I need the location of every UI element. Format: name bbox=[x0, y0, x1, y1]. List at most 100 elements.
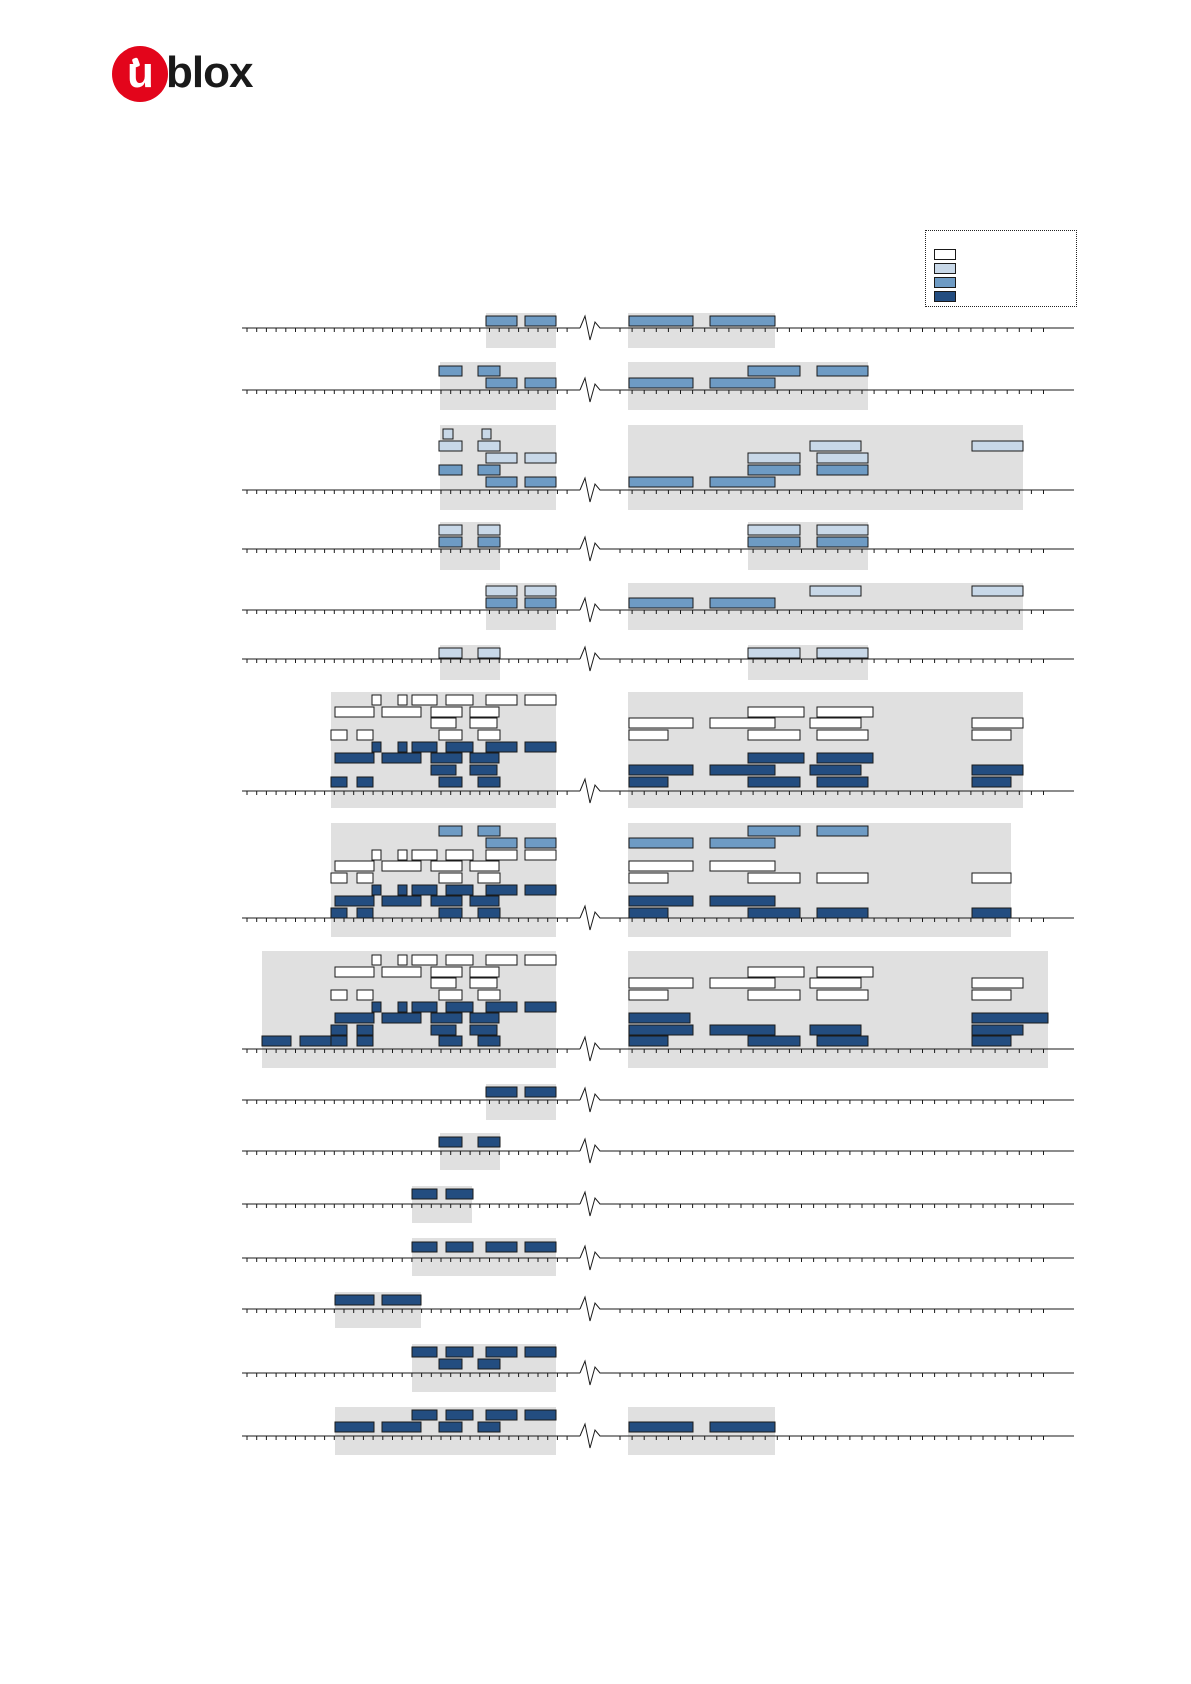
timeslot-block-6-48 bbox=[628, 776, 669, 788]
timeslot-block-7-35 bbox=[381, 895, 422, 907]
timeslot-block-7-15 bbox=[381, 860, 422, 872]
timeslot-block-8-39 bbox=[356, 1024, 374, 1036]
timeslot-block-8-37 bbox=[971, 1012, 1049, 1024]
timeslot-block-7-37 bbox=[469, 895, 500, 907]
timeslot-block-2-13 bbox=[971, 440, 1024, 452]
timeslot-block-7-34 bbox=[334, 895, 375, 907]
timeslot-block-8-51 bbox=[477, 1035, 501, 1047]
timeslot-block-6-10 bbox=[430, 717, 457, 729]
axis-break-icon bbox=[579, 1086, 607, 1113]
timeslot-block-7-7 bbox=[709, 837, 776, 849]
legend-swatch-medium bbox=[934, 277, 956, 288]
timeslot-block-8-47 bbox=[299, 1035, 332, 1047]
timeslot-block-7-45 bbox=[747, 907, 801, 919]
timeslot-block-7-43 bbox=[477, 907, 501, 919]
timeslot-block-12-1 bbox=[445, 1241, 474, 1253]
timeslot-block-3-7 bbox=[816, 536, 869, 548]
timeslot-block-7-8 bbox=[371, 849, 382, 861]
timeslot-block-15-1 bbox=[445, 1409, 474, 1421]
timeslot-block-0-2 bbox=[628, 315, 694, 327]
timeslot-block-8-53 bbox=[747, 1035, 801, 1047]
timeslot-block-8-15 bbox=[709, 977, 776, 989]
timeslot-block-8-44 bbox=[809, 1024, 862, 1036]
timeslot-block-15-6 bbox=[438, 1421, 463, 1433]
timeslot-block-8-43 bbox=[709, 1024, 776, 1036]
timeslot-block-2-16 bbox=[747, 464, 801, 476]
timeslot-block-6-49 bbox=[747, 776, 801, 788]
timeslot-block-6-24 bbox=[747, 706, 805, 718]
timeslot-block-6-42 bbox=[809, 764, 862, 776]
timeslot-block-6-50 bbox=[816, 776, 869, 788]
timeslot-block-2-3 bbox=[477, 440, 501, 452]
timeslot-block-14-0 bbox=[411, 1346, 438, 1358]
timeslot-block-6-36 bbox=[747, 752, 805, 764]
timeslot-block-8-35 bbox=[469, 1012, 500, 1024]
timeslot-block-6-14 bbox=[809, 717, 862, 729]
timeslot-block-8-25 bbox=[971, 989, 1012, 1001]
timeslot-block-8-33 bbox=[381, 1012, 422, 1024]
ublox-logo: u blox bbox=[112, 46, 272, 106]
timeslot-block-12-0 bbox=[411, 1241, 438, 1253]
timeslot-block-4-4 bbox=[809, 585, 862, 597]
timeslot-block-6-0 bbox=[371, 694, 382, 706]
timeslot-block-7-6 bbox=[628, 837, 694, 849]
timeslot-block-6-41 bbox=[709, 764, 776, 776]
timeslot-block-15-0 bbox=[411, 1409, 438, 1421]
timeslot-block-7-24 bbox=[628, 872, 669, 884]
timeslot-block-2-10 bbox=[628, 476, 694, 488]
legend-swatch-white bbox=[934, 249, 956, 260]
timeslot-block-7-47 bbox=[971, 907, 1012, 919]
timeslot-block-6-22 bbox=[816, 729, 869, 741]
timeslot-block-15-4 bbox=[334, 1421, 375, 1433]
timeslot-block-6-4 bbox=[485, 694, 518, 706]
timeslot-block-6-44 bbox=[330, 776, 348, 788]
timeslot-block-8-1 bbox=[397, 954, 408, 966]
timeslot-block-6-47 bbox=[477, 776, 501, 788]
timeslot-block-8-32 bbox=[334, 1012, 375, 1024]
axis-break-icon bbox=[579, 1359, 607, 1386]
timeslot-block-7-46 bbox=[816, 907, 869, 919]
legend-swatch-dark bbox=[934, 291, 956, 302]
timeslot-block-1-4 bbox=[628, 377, 694, 389]
timeslot-block-4-5 bbox=[971, 585, 1024, 597]
timeslot-block-2-7 bbox=[477, 464, 501, 476]
timeslot-block-7-12 bbox=[485, 849, 518, 861]
timeslot-block-10-1 bbox=[477, 1136, 501, 1148]
timeslot-block-7-16 bbox=[430, 860, 463, 872]
timeslot-block-2-8 bbox=[485, 476, 518, 488]
axis-break-icon bbox=[579, 376, 607, 403]
timeslot-block-6-38 bbox=[430, 764, 457, 776]
timeslot-block-7-30 bbox=[411, 884, 438, 896]
timeslot-block-7-36 bbox=[430, 895, 463, 907]
timeslot-block-8-36 bbox=[628, 1012, 691, 1024]
axis-break-icon bbox=[579, 1244, 607, 1271]
timeslot-block-8-34 bbox=[430, 1012, 463, 1024]
timeslot-block-6-3 bbox=[445, 694, 474, 706]
timeslot-block-4-1 bbox=[524, 585, 557, 597]
timeslot-block-0-1 bbox=[524, 315, 557, 327]
timeslot-block-8-19 bbox=[356, 989, 374, 1001]
timeslot-block-7-1 bbox=[477, 825, 501, 837]
timeslot-block-12-3 bbox=[524, 1241, 557, 1253]
timeslot-block-6-33 bbox=[381, 752, 422, 764]
timeslot-block-2-5 bbox=[524, 452, 557, 464]
timeslot-block-6-45 bbox=[356, 776, 374, 788]
axis-break-icon bbox=[579, 1190, 607, 1217]
axis-break-icon bbox=[579, 904, 607, 931]
timeslot-block-6-23 bbox=[971, 729, 1012, 741]
timeslot-block-15-2 bbox=[485, 1409, 518, 1421]
timeslot-block-7-13 bbox=[524, 849, 557, 861]
timeslot-block-6-30 bbox=[485, 741, 518, 753]
timeslot-block-14-4 bbox=[438, 1358, 463, 1370]
timeslot-block-7-25 bbox=[747, 872, 801, 884]
timeslot-block-8-48 bbox=[330, 1035, 348, 1047]
timeslot-block-5-3 bbox=[816, 647, 869, 659]
timeslot-block-14-1 bbox=[445, 1346, 474, 1358]
timeslot-block-2-15 bbox=[816, 452, 869, 464]
timeslot-block-7-9 bbox=[397, 849, 408, 861]
timeslot-block-8-16 bbox=[809, 977, 862, 989]
timeslot-block-7-4 bbox=[485, 837, 518, 849]
timeslot-block-6-25 bbox=[816, 706, 874, 718]
timeslot-block-8-24 bbox=[816, 989, 869, 1001]
